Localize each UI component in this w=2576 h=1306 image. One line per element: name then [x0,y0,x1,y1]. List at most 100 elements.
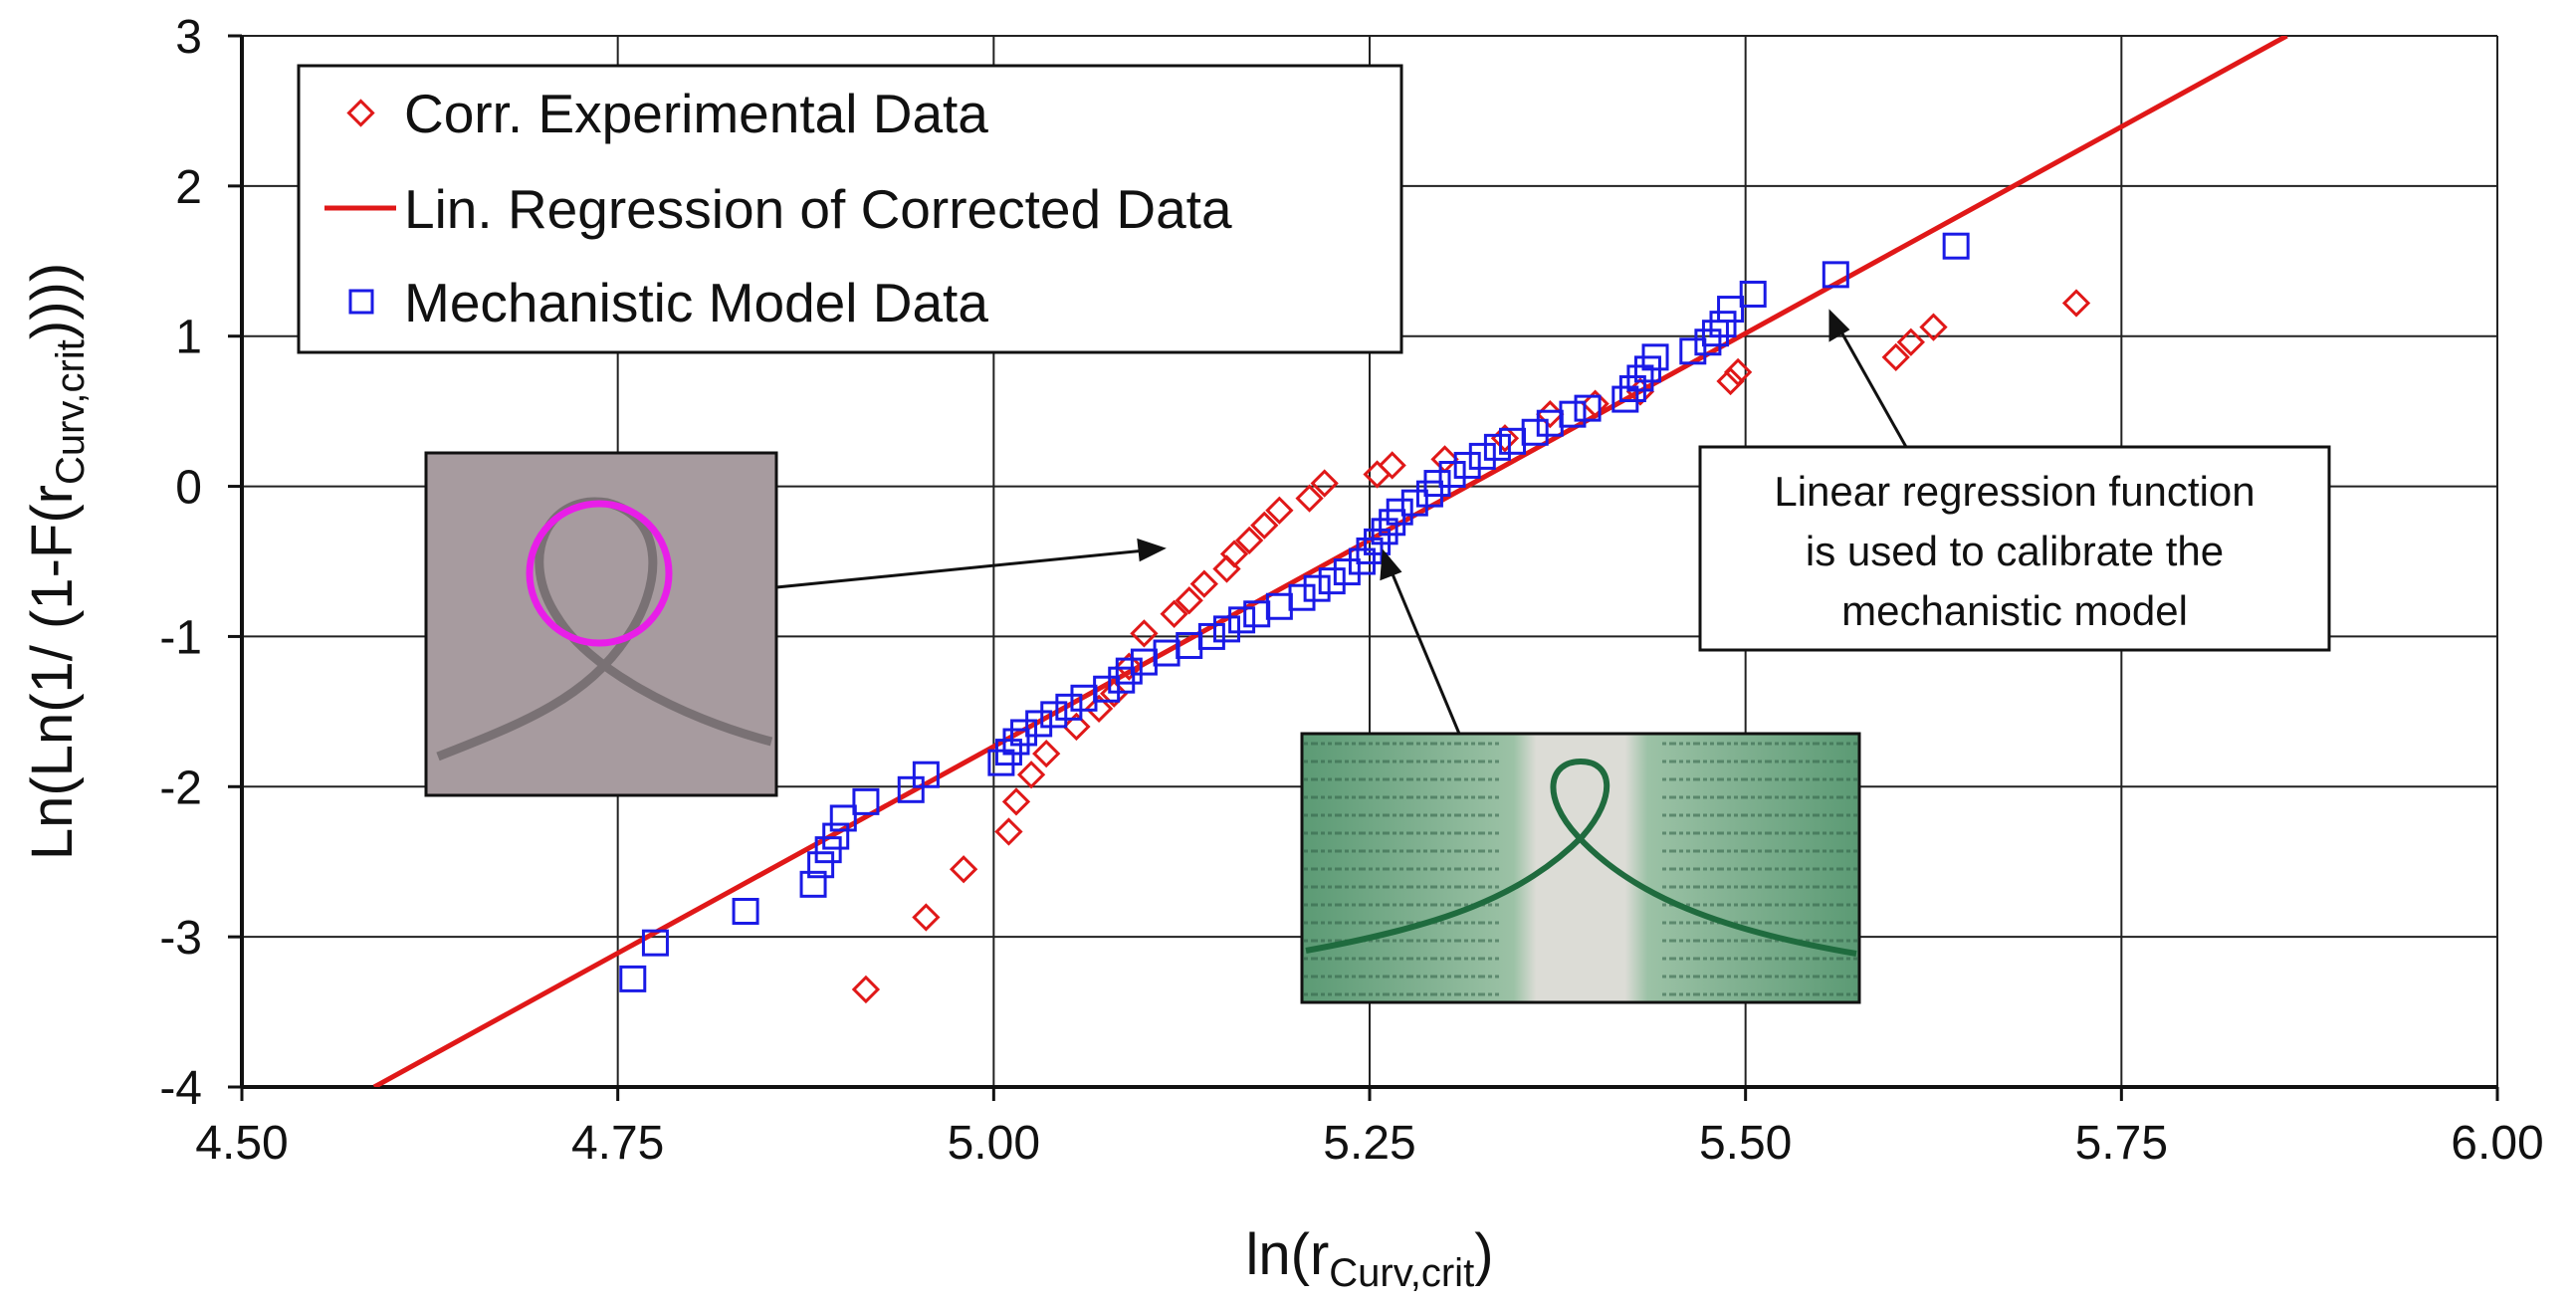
model-point [1040,701,1068,729]
model-point [1356,537,1384,564]
legend-label-model: Mechanistic Model Data [404,272,988,333]
x-tick-label: 5.00 [948,1117,1040,1170]
y-tick-label: 3 [175,11,202,64]
model-point [619,965,647,992]
model-point [829,804,857,832]
experimental-point [1378,451,1406,480]
model-point [1010,719,1038,747]
model-point [1521,418,1549,446]
model-point [732,897,759,925]
model-point [807,851,835,879]
model-point [822,822,850,850]
model-point [1243,600,1271,628]
experimental-point [1250,511,1279,540]
model-point [1641,343,1669,371]
model-point [1739,280,1767,308]
model-series [619,232,1970,992]
experimental-point [1625,377,1655,406]
annotation-line-3: mechanistic model [1841,587,2188,634]
fitted-circle [526,500,673,647]
experimental-point [851,975,881,1004]
experimental-point [1265,496,1294,525]
experimental-point [949,855,978,884]
experimental-point [1716,366,1745,396]
experimental-point [1295,484,1324,513]
experimental-point [2061,289,2091,318]
experimental-point [1310,469,1339,498]
experimental-point [1896,327,1925,356]
model-point [1574,394,1602,422]
y-tick-label: -4 [159,1062,202,1115]
model-point [1371,518,1398,545]
y-tick-label: -2 [159,762,202,814]
model-point [1499,427,1527,455]
model-point [1453,451,1481,479]
model-point [1265,592,1293,620]
y-tick-label: -3 [159,912,202,965]
x-tick-label: 4.75 [571,1117,664,1170]
annotation-box [1698,445,2331,652]
inset-green-photo [1300,732,1861,1004]
experimental-point [994,817,1023,846]
model-point [814,836,842,864]
regression-series [372,36,2288,1087]
experimental-point [1016,761,1046,789]
annotation-line-1: Linear regression function [1774,468,2254,515]
y-tick-label: 1 [175,312,202,364]
arrow-green-photo [1389,568,1461,735]
model-point [1822,261,1849,289]
model-point [1093,675,1121,703]
annotation-line-2: is used to calibrate the [1806,528,2224,574]
legend-marker-model [348,289,374,315]
model-point [1942,232,1970,260]
tick-labels: 4.50 4.75 5.00 5.25 5.50 5.75 6.00 3 2 1 0 -1 -2 -3 -4 [159,11,2543,1170]
model-point [1108,666,1136,694]
model-point [1176,631,1203,659]
model-point [897,775,925,803]
model-point [1115,657,1143,685]
experimental-series [851,289,2091,1004]
y-axis-title: Ln(Ln(1/ (1-F(rCurv,crit)))) [20,263,93,860]
experimental-point [1212,554,1241,583]
x-tick-label: 4.50 [195,1117,288,1170]
x-tick-label: 6.00 [2451,1117,2543,1170]
experimental-point [1160,599,1188,628]
model-point [1536,409,1564,437]
y-tick-label: -1 [159,611,202,664]
legend-label-regression: Lin. Regression of Corrected Data [404,178,1232,240]
legend: Corr. Experimental Data Lin. Regression … [297,64,1403,354]
model-point [1701,320,1729,347]
arrow-loop-photo [775,548,1146,589]
x-tick-label: 5.25 [1323,1117,1415,1170]
model-point [641,929,669,957]
model-point [1130,648,1158,676]
regression-line [372,36,2288,1087]
experimental-point [1084,694,1114,723]
experimental-point [1032,739,1061,768]
legend-marker-experimental [346,99,375,127]
model-point [1709,311,1737,338]
experimental-point [1881,342,1910,371]
y-tick-label: 0 [175,462,202,515]
experimental-point [1062,712,1091,742]
experimental-point [1001,787,1031,816]
model-point [1423,470,1451,498]
x-tick-label: 5.75 [2075,1117,2168,1170]
arrow-annotation [1837,327,1908,448]
legend-label-experimental: Corr. Experimental Data [404,83,988,144]
experimental-point [1235,526,1264,555]
axes [228,34,2499,1101]
model-point [1303,574,1331,602]
experimental-point [1723,357,1753,387]
model-point [912,761,940,788]
experimental-point [1490,424,1520,453]
y-tick-label: 2 [175,161,202,214]
experimental-point [1919,313,1948,341]
model-point [1288,583,1316,611]
model-point [1197,622,1225,650]
x-tick-label: 5.50 [1699,1117,1792,1170]
model-point [1212,615,1240,643]
model-point [1318,567,1346,595]
experimental-point [1130,619,1159,648]
